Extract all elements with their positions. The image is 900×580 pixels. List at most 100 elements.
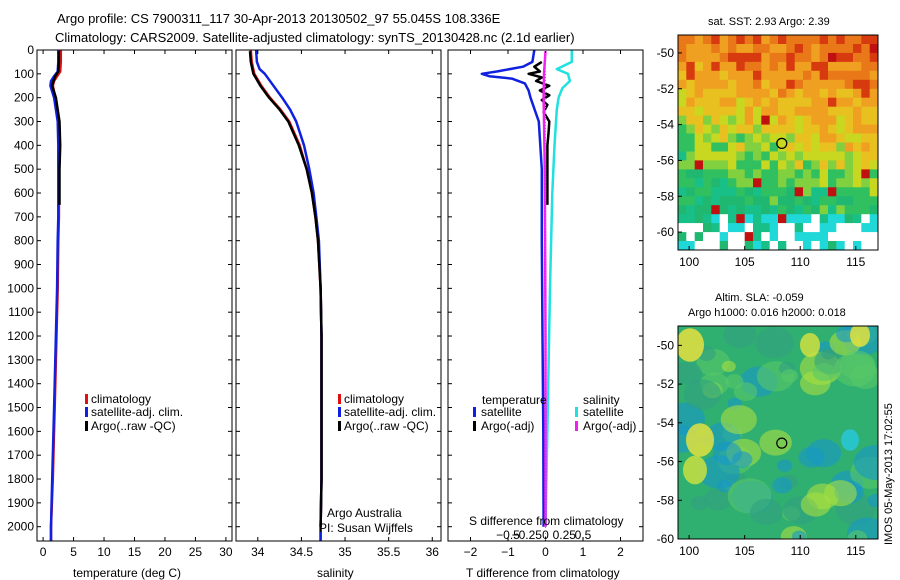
sst-cell bbox=[828, 61, 837, 72]
sst-cell bbox=[736, 205, 746, 215]
sst-cell bbox=[736, 106, 746, 117]
sla-blob bbox=[812, 363, 836, 382]
sst-cell bbox=[761, 196, 771, 206]
sst-cell bbox=[828, 79, 837, 90]
sst-cell bbox=[836, 151, 846, 161]
difference-xlabel: T difference from climatology bbox=[466, 566, 620, 580]
sst-cell bbox=[786, 178, 796, 188]
difference-ticks: −2 −1 0 1 2−0.5−0.25 0 0.250.5 bbox=[448, 49, 643, 559]
sst-cell bbox=[753, 160, 762, 170]
sst-cell bbox=[794, 241, 804, 250]
sst-cell bbox=[728, 178, 737, 188]
sst-cell bbox=[828, 44, 837, 54]
sst-cell bbox=[719, 142, 729, 152]
sst-cell bbox=[853, 52, 862, 63]
sst-cell bbox=[744, 97, 754, 108]
sla-blob bbox=[824, 480, 857, 507]
sst-cell bbox=[719, 88, 729, 99]
sst-cell bbox=[711, 124, 721, 135]
sst-cell bbox=[761, 232, 771, 242]
legend-swatch-argo bbox=[85, 421, 88, 431]
sst-cell bbox=[844, 196, 854, 206]
credit-line2: PI: Susan Wijffels bbox=[319, 521, 413, 535]
depth-tick-label: 1500 bbox=[7, 401, 34, 415]
sst-cell bbox=[711, 133, 721, 143]
sst-cell bbox=[828, 142, 837, 152]
map-x-tick-label: 115 bbox=[846, 255, 865, 269]
sst-cell bbox=[736, 115, 746, 126]
sst-cell bbox=[744, 124, 754, 135]
sst-cell bbox=[694, 187, 704, 197]
sst-cell bbox=[686, 142, 696, 152]
sst-cell bbox=[694, 205, 704, 215]
sst-cell bbox=[736, 70, 746, 81]
sst-cell bbox=[736, 232, 746, 242]
sst-cell bbox=[736, 241, 746, 250]
sla-map-ticks: -50 -52 -54 -56 -58 -60 100 105 110 115 bbox=[657, 338, 866, 558]
sst-cell bbox=[786, 79, 796, 90]
sst-cell bbox=[736, 187, 746, 197]
sst-cell bbox=[828, 151, 837, 161]
sst-cell bbox=[786, 44, 796, 54]
sst-cell bbox=[811, 97, 821, 108]
figure-title-line2: Climatology: CARS2009. Satellite-adjuste… bbox=[55, 30, 575, 45]
sst-cell bbox=[744, 196, 754, 206]
sst-cell bbox=[686, 88, 696, 99]
sst-cell bbox=[819, 115, 829, 126]
sst-cell bbox=[836, 232, 846, 242]
sst-cell bbox=[736, 124, 746, 135]
sst-cell bbox=[703, 241, 712, 250]
sst-cell bbox=[769, 142, 779, 152]
depth-tick-label: 800 bbox=[14, 234, 34, 248]
sst-cell bbox=[678, 178, 687, 188]
depth-tick-label: 1000 bbox=[7, 281, 34, 295]
sst-cell bbox=[803, 187, 812, 197]
sst-cell bbox=[811, 115, 821, 126]
sst-cell bbox=[719, 124, 729, 135]
sst-cell bbox=[819, 70, 829, 81]
sst-cell bbox=[678, 187, 687, 197]
sst-cell bbox=[678, 241, 687, 250]
difference-panel: −2 −1 0 1 2−0.5−0.25 0 0.250.5 temperature sal… bbox=[447, 49, 644, 580]
depth-tick-label: 500 bbox=[14, 162, 34, 176]
sst-cell bbox=[719, 223, 729, 233]
sst-cell bbox=[711, 79, 721, 90]
sst-cell bbox=[694, 79, 704, 90]
sst-cell bbox=[736, 223, 746, 233]
sst-cell bbox=[686, 187, 696, 197]
sst-cell bbox=[794, 79, 804, 90]
sst-cell bbox=[853, 205, 862, 215]
map-y-tick-label: -50 bbox=[657, 338, 675, 352]
sst-cell bbox=[694, 52, 704, 63]
sst-cell bbox=[844, 214, 854, 224]
sst-cell bbox=[678, 160, 687, 170]
sla-blob bbox=[847, 530, 868, 539]
difference-series bbox=[480, 50, 574, 527]
sst-cell bbox=[844, 79, 854, 90]
sst-cell bbox=[769, 115, 779, 126]
sla-blob bbox=[867, 493, 878, 508]
sst-cell bbox=[803, 241, 812, 250]
sst-cell bbox=[686, 35, 696, 45]
sst-cell bbox=[719, 205, 729, 215]
temperature-series bbox=[49, 50, 63, 541]
legend-swatch-satellite bbox=[85, 407, 88, 417]
sst-cell bbox=[761, 214, 771, 224]
map-x-tick-label: 100 bbox=[679, 544, 699, 558]
sst-cell bbox=[769, 88, 779, 99]
sst-cell bbox=[728, 142, 737, 152]
sst-cell bbox=[828, 52, 837, 63]
sst-cell bbox=[803, 160, 812, 170]
sst-cell bbox=[811, 178, 821, 188]
sst-cell bbox=[769, 52, 779, 63]
map-y-tick-label: -54 bbox=[657, 118, 675, 132]
sst-cell bbox=[869, 214, 878, 224]
legend-swatch-climatology bbox=[85, 394, 88, 404]
sst-cell bbox=[778, 35, 787, 45]
difference-legend: temperature salinity satellite Argo(-adj… bbox=[473, 393, 636, 433]
sst-cell bbox=[861, 106, 871, 117]
x-tick-label: 36 bbox=[426, 545, 440, 559]
sst-cell bbox=[786, 97, 796, 108]
sst-cell bbox=[711, 115, 721, 126]
sla-blob bbox=[791, 530, 807, 539]
